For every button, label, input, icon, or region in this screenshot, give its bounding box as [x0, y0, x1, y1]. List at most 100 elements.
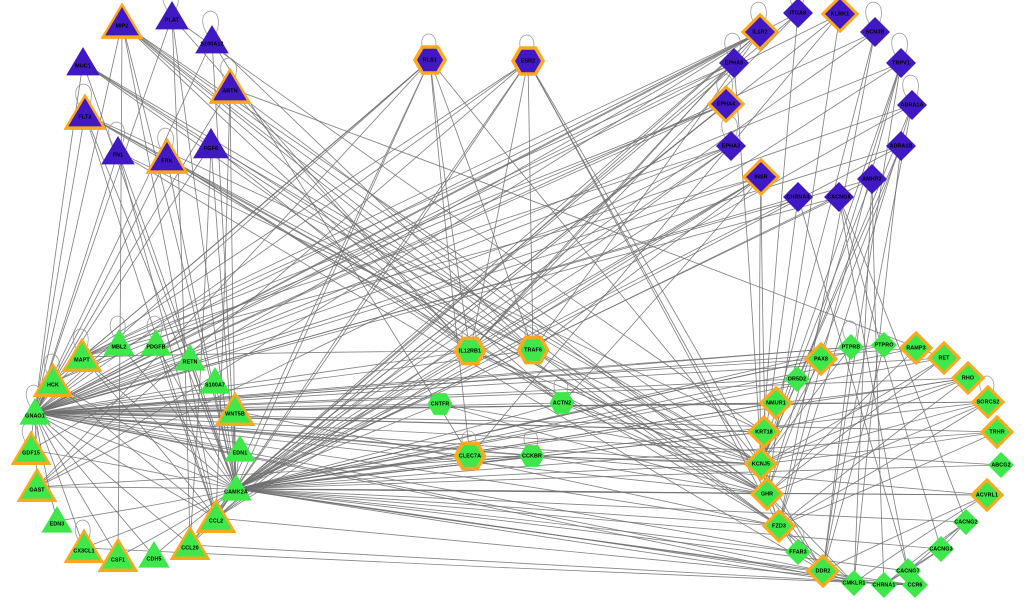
graph-node-chrna1[interactable]: CHRNA1	[871, 572, 897, 598]
graph-node-krt18[interactable]: KRT18	[747, 415, 781, 449]
node-body[interactable]	[68, 533, 100, 560]
graph-node-artn[interactable]: ARTN	[208, 67, 252, 104]
graph-node-plat[interactable]: PLAT	[155, 0, 189, 30]
node-body[interactable]	[41, 506, 73, 533]
node-body[interactable]	[763, 390, 789, 416]
node-body[interactable]	[193, 127, 229, 159]
node-body[interactable]	[103, 329, 135, 356]
node-body[interactable]	[711, 89, 741, 119]
graph-node-csf1[interactable]: CSF1	[97, 537, 139, 572]
node-body[interactable]	[101, 135, 135, 165]
node-body[interactable]	[150, 141, 184, 171]
node-body[interactable]	[825, 0, 855, 29]
node-body[interactable]	[953, 509, 979, 535]
node-body[interactable]	[928, 536, 954, 562]
node-body[interactable]	[751, 419, 777, 445]
node-body[interactable]	[457, 340, 483, 362]
graph-node-cacng3[interactable]: CACNG3	[928, 536, 954, 562]
node-body[interactable]	[515, 49, 541, 73]
node-body[interactable]	[427, 393, 453, 415]
node-body[interactable]	[745, 17, 775, 47]
graph-node-klrk1[interactable]: KLRK1	[821, 0, 859, 33]
graph-node-chrna4[interactable]: CHRNA4	[783, 182, 813, 212]
node-body[interactable]	[931, 345, 957, 371]
node-body[interactable]	[886, 131, 916, 161]
graph-node-s100a7[interactable]: S100A7	[199, 367, 231, 394]
node-body[interactable]	[549, 392, 575, 414]
node-body[interactable]	[19, 398, 51, 425]
graph-node-ret[interactable]: RET	[927, 341, 961, 375]
node-body[interactable]	[219, 396, 251, 423]
node-body[interactable]	[871, 332, 897, 358]
node-body[interactable]	[140, 329, 172, 356]
node-body[interactable]	[220, 474, 252, 501]
graph-node-adra1b[interactable]: ADRA1B	[886, 131, 916, 161]
node-body[interactable]	[766, 513, 792, 539]
graph-node-rls1[interactable]: RLS1	[413, 45, 447, 75]
node-body[interactable]	[15, 435, 47, 462]
graph-node-pdgfb[interactable]: PDGFB	[140, 329, 172, 356]
node-body[interactable]	[897, 90, 927, 120]
graph-node-esr2[interactable]: ESR2	[511, 46, 545, 76]
node-body[interactable]	[748, 451, 774, 477]
graph-node-fgf6[interactable]: FGF6	[193, 127, 229, 159]
graph-node-ramp3[interactable]: RAMP3	[899, 331, 933, 365]
node-body[interactable]	[903, 335, 929, 361]
node-body[interactable]	[784, 366, 810, 392]
node-body[interactable]	[902, 572, 928, 598]
graph-node-cacng2[interactable]: CACNG2	[953, 509, 979, 535]
node-body[interactable]	[66, 46, 100, 76]
graph-node-trhr[interactable]: TRHR	[980, 415, 1014, 449]
graph-node-ptprb[interactable]: PTPRB	[838, 334, 864, 360]
graph-node-kcnj5[interactable]: KCNJ5	[744, 447, 778, 481]
node-body[interactable]	[783, 182, 813, 212]
node-body[interactable]	[195, 24, 229, 54]
graph-node-mip2[interactable]: MIP2	[100, 2, 144, 39]
graph-node-gdf15[interactable]: GDF15	[10, 430, 52, 465]
node-body[interactable]	[199, 367, 231, 394]
nodes-layer[interactable]: MIP2PLATS100A12MUC1ARTNFLT3FGF6FN1FRKRLS…	[10, 0, 1014, 598]
node-body[interactable]	[955, 365, 981, 391]
node-body[interactable]	[224, 435, 256, 462]
node-body[interactable]	[519, 445, 545, 467]
node-body[interactable]	[138, 541, 170, 568]
graph-node-cacng8[interactable]: CACNG8	[824, 182, 854, 212]
node-body[interactable]	[824, 182, 854, 212]
node-body[interactable]	[716, 131, 746, 161]
node-body[interactable]	[174, 344, 206, 371]
graph-node-acvrl1[interactable]: ACVRL1	[970, 478, 1004, 512]
graph-node-s100a12[interactable]: S100A12	[195, 24, 229, 54]
node-body[interactable]	[783, 0, 813, 28]
node-body[interactable]	[754, 481, 780, 507]
node-body[interactable]	[988, 452, 1014, 478]
node-body[interactable]	[174, 530, 206, 557]
graph-node-cdh5[interactable]: CDH5	[138, 541, 170, 568]
node-body[interactable]	[871, 572, 897, 598]
node-body[interactable]	[68, 97, 102, 127]
node-body[interactable]	[746, 162, 776, 192]
node-body[interactable]	[785, 539, 811, 565]
graph-node-sorcs2[interactable]: SORCS2	[971, 385, 1005, 419]
node-body[interactable]	[37, 367, 69, 394]
node-body[interactable]	[841, 570, 867, 596]
graph-node-mbl2[interactable]: MBL2	[103, 329, 135, 356]
graph-node-adra1a[interactable]: ADRA1A	[897, 90, 927, 120]
node-body[interactable]	[457, 445, 483, 467]
graph-node-muc1[interactable]: MUC1	[66, 46, 100, 76]
node-body[interactable]	[66, 342, 98, 369]
node-body[interactable]	[155, 0, 189, 30]
graph-node-abcg2[interactable]: ABCG2	[988, 452, 1014, 478]
graph-node-gast[interactable]: GAST	[16, 467, 58, 502]
node-body[interactable]	[975, 389, 1001, 415]
node-body[interactable]	[105, 6, 139, 36]
graph-node-cx3cl1[interactable]: CX3CL1	[63, 528, 105, 563]
node-body[interactable]	[886, 48, 916, 78]
node-body[interactable]	[857, 164, 887, 194]
node-body[interactable]	[417, 48, 443, 72]
graph-node-ffar3[interactable]: FFAR3	[785, 539, 811, 565]
graph-node-insr[interactable]: INSR	[742, 158, 780, 196]
node-body[interactable]	[838, 334, 864, 360]
node-body[interactable]	[808, 346, 834, 372]
